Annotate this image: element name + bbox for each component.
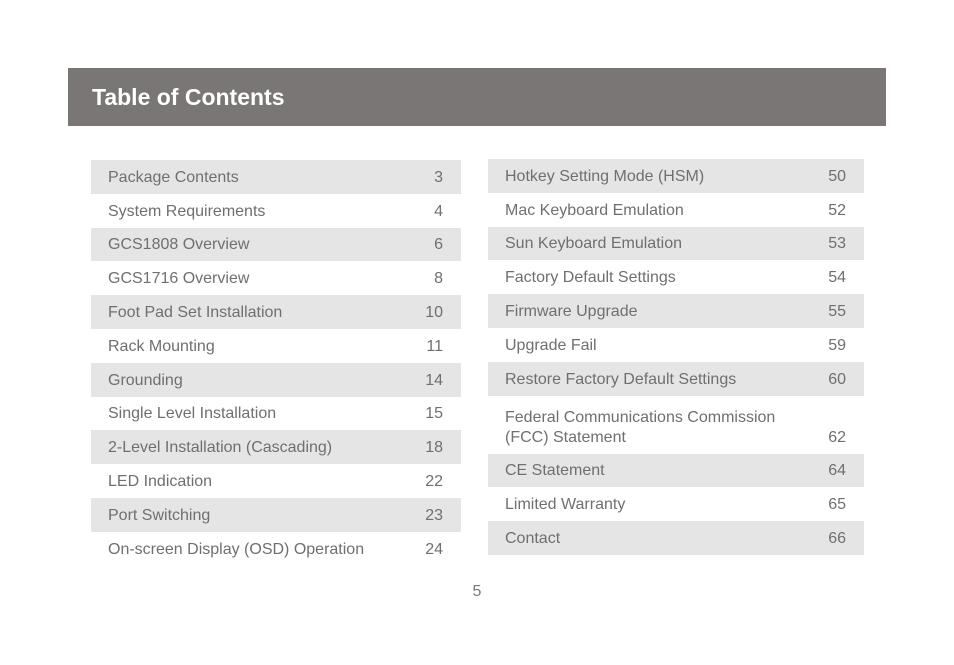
toc-entry-label: Factory Default Settings [505,269,676,287]
toc-entry[interactable]: 2-Level Installation (Cascading) 18 [91,430,461,465]
toc-entry-page: 18 [425,439,443,457]
toc-entry-page: 55 [828,302,846,320]
toc-entry-label: Hotkey Setting Mode (HSM) [505,167,705,185]
toc-entry-label-line: (FCC) Statement [505,428,626,446]
toc-entry[interactable]: CE Statement 64 [488,453,864,488]
toc-entry[interactable]: GCS1716 Overview 8 [91,261,461,295]
toc-entry-label: Grounding [108,371,183,389]
toc-entry-label: GCS1808 Overview [108,236,250,254]
toc-right-column: Hotkey Setting Mode (HSM) 50 Mac Keyboar… [488,159,864,555]
toc-entry-page: 8 [434,270,443,288]
toc-entry-label: Federal Communications Commission (FCC) … [505,408,822,448]
toc-entry[interactable]: GCS1808 Overview 6 [91,227,461,262]
toc-entry[interactable]: On-screen Display (OSD) Operation 24 [91,532,461,566]
toc-entry-label: Mac Keyboard Emulation [505,201,684,219]
toc-entry-page: 65 [828,496,846,514]
toc-entry[interactable]: Mac Keyboard Emulation 52 [488,193,864,227]
toc-entry-page: 15 [425,405,443,423]
toc-entry[interactable]: System Requirements 4 [91,194,461,228]
toc-entry-page: 50 [828,167,846,185]
toc-entry-label: LED Indication [108,472,213,490]
toc-entry-page: 64 [828,462,846,480]
toc-entry-page: 24 [425,540,443,558]
toc-entry-page: 6 [434,236,443,254]
toc-entry-page: 22 [425,472,443,490]
toc-entry[interactable]: Factory Default Settings 54 [488,260,864,294]
toc-entry-label: Package Contents [108,168,239,186]
toc-entry-label: Firmware Upgrade [505,302,638,320]
toc-entry[interactable]: Package Contents 3 [91,160,461,194]
toc-entry-page: 11 [426,337,443,355]
toc-entry-page: 14 [425,371,443,389]
toc-entry[interactable]: Upgrade Fail 59 [488,328,864,362]
toc-entry-page: 3 [434,168,443,186]
toc-entry-label: CE Statement [505,462,605,480]
toc-entry-page: 10 [425,303,443,321]
toc-entry-label: GCS1716 Overview [108,270,250,288]
toc-entry-label: Contact [505,529,561,547]
toc-entry-page: 59 [828,336,846,354]
toc-entry-page: 54 [828,269,846,287]
header-bar: Table of Contents [68,68,886,126]
toc-entry-label: Single Level Installation [108,405,277,423]
toc-entry-page: 60 [828,370,846,388]
toc-entry[interactable]: Hotkey Setting Mode (HSM) 50 [488,159,864,193]
toc-left-column: Package Contents 3 System Requirements 4… [91,160,461,566]
toc-entry[interactable]: Foot Pad Set Installation 10 [91,295,461,329]
toc-entry-label: 2-Level Installation (Cascading) [108,439,333,457]
toc-entry-label: Rack Mounting [108,337,215,355]
toc-entry-label-line: Federal Communications Commission [505,408,776,426]
toc-entry-label: Port Switching [108,506,211,524]
toc-entry-label: Foot Pad Set Installation [108,303,283,321]
toc-entry[interactable]: Sun Keyboard Emulation 53 [488,226,864,261]
toc-entry-page: 23 [425,506,443,524]
toc-entry[interactable]: Firmware Upgrade 55 [488,294,864,328]
toc-entry-page: 66 [828,529,846,547]
toc-entry-page: 4 [434,202,443,220]
toc-entry[interactable]: Federal Communications Commission (FCC) … [488,396,864,454]
toc-entry[interactable]: Port Switching 23 [91,497,461,532]
toc-entry[interactable]: Rack Mounting 11 [91,329,461,363]
toc-entry-label: System Requirements [108,202,266,220]
toc-entry-label: Sun Keyboard Emulation [505,235,682,253]
page-number: 5 [472,583,482,600]
toc-entry[interactable]: Grounding 14 [91,362,461,397]
page-title: Table of Contents [92,84,285,110]
toc-entry-label: Upgrade Fail [505,336,597,354]
toc-entry[interactable]: Contact 66 [488,521,864,555]
toc-entry-label: On-screen Display (OSD) Operation [108,540,365,558]
toc-entry-page: 53 [828,235,846,253]
toc-entry[interactable]: Restore Factory Default Settings 60 [488,361,864,396]
toc-entry[interactable]: Limited Warranty 65 [488,487,864,521]
toc-entry-page: 62 [828,428,846,446]
toc-entry-label: Restore Factory Default Settings [505,370,737,388]
toc-entry[interactable]: LED Indication 22 [91,464,461,498]
toc-entry-label: Limited Warranty [505,496,626,514]
toc-entry-page: 52 [828,201,846,219]
toc-entry[interactable]: Single Level Installation 15 [91,397,461,431]
